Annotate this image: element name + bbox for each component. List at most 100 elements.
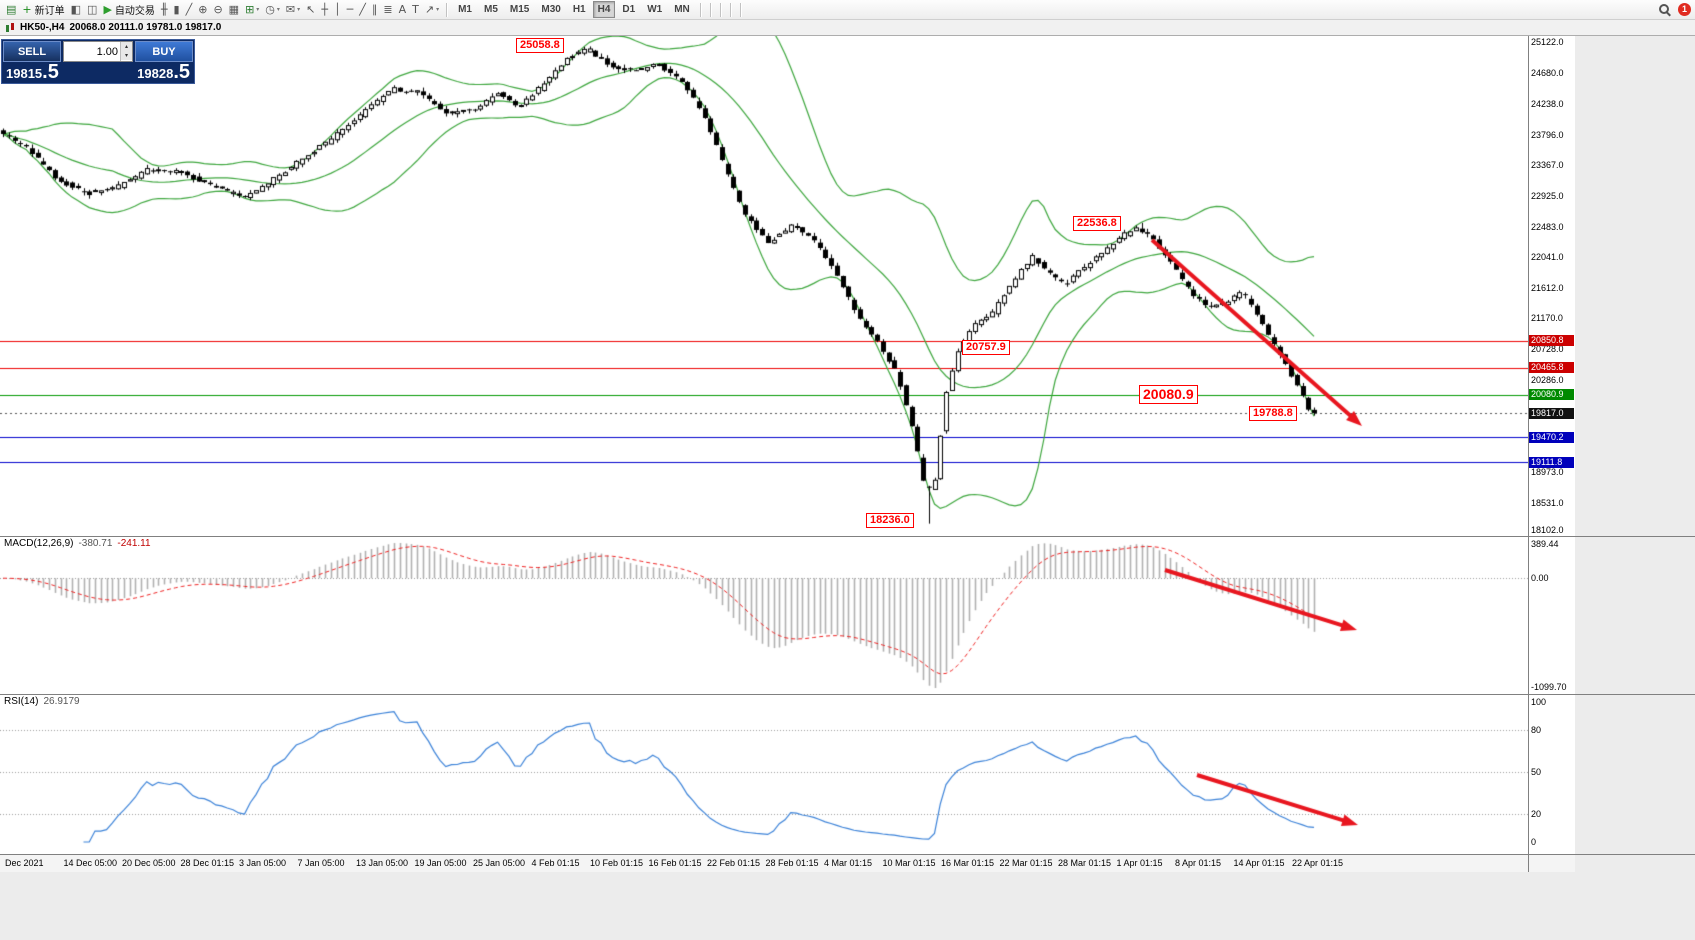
horizontal-line-icon[interactable]: ─ bbox=[345, 2, 356, 17]
metaeditor-icon-glyph: ◧ bbox=[70, 3, 82, 16]
notification-badge[interactable]: 1 bbox=[1678, 3, 1691, 16]
macd-scale-zero: 0.00 bbox=[1531, 573, 1549, 584]
buy-button[interactable]: BUY bbox=[135, 41, 193, 62]
rsi-scale-label: 100 bbox=[1531, 697, 1547, 707]
text-tool-icon[interactable]: A bbox=[397, 2, 409, 17]
rsi-chart[interactable] bbox=[0, 695, 1528, 854]
templates-icon[interactable]: ✉ ▾ bbox=[284, 2, 302, 17]
time-axis-label: 20 Dec 05:00 bbox=[122, 858, 176, 868]
timeframe-button-w1[interactable]: W1 bbox=[647, 4, 663, 15]
macd-axis[interactable]: 389.44 0.00 -1099.70 bbox=[1528, 537, 1575, 694]
axis-tick-label: 24680.0 bbox=[1531, 67, 1564, 78]
toolbar-separator bbox=[699, 2, 702, 17]
search-icon[interactable] bbox=[1658, 3, 1671, 17]
autotrading-button-glyph: ▶ bbox=[103, 3, 112, 16]
price-annotation[interactable]: 25058.8 bbox=[516, 38, 564, 53]
chart-ohlc-values: 20068.0 20111.0 19781.0 19817.0 bbox=[69, 22, 222, 33]
toolbar: ▤ + 新订单 ◧ ◫ ▶ 自动交易 ╫ ▮ ╱ ⊕ ⊖ ▦ ⊞ ▾ ◷ ▾ ✉ ▾ ↖ ┼ │ ─ ╱ ∥ ≣ A T ↗ ▾ M1 M5 M… bbox=[0, 0, 1695, 20]
axis-price-tag: 19470.2 bbox=[1529, 431, 1574, 443]
timeframe-button-m15[interactable]: M15 bbox=[509, 4, 530, 15]
candlestick-chart[interactable] bbox=[0, 36, 1528, 536]
volume-input[interactable] bbox=[64, 42, 120, 61]
time-axis-label: 3 Jan 05:00 bbox=[239, 858, 287, 868]
volume-up-button[interactable]: ▴ bbox=[121, 42, 132, 51]
crosshair-icon[interactable]: ┼ bbox=[319, 2, 330, 17]
time-axis-label: 10 Mar 01:15 bbox=[882, 858, 936, 868]
fibonacci-icon[interactable]: ≣ bbox=[381, 2, 394, 17]
label-tool-icon[interactable]: T bbox=[410, 2, 421, 17]
new-chart-icon[interactable]: ▤ bbox=[4, 2, 18, 17]
macd-chart[interactable] bbox=[0, 537, 1528, 694]
rsi-axis[interactable]: 100 80 50 20 0 bbox=[1528, 695, 1575, 854]
timeframe-button-m5[interactable]: M5 bbox=[484, 4, 498, 15]
price-annotation[interactable]: 20080.9 bbox=[1139, 385, 1198, 404]
trendline-icon[interactable]: ╱ bbox=[357, 2, 368, 17]
fibonacci-icon-glyph: ≣ bbox=[383, 3, 393, 16]
zoom-in-icon-glyph: ⊕ bbox=[198, 3, 208, 16]
time-axis-row: Dec 2021 14 Dec 05:00 20 Dec 05:00 28 Dec 0… bbox=[0, 854, 1695, 872]
periods-icon[interactable]: ◷ ▾ bbox=[263, 2, 282, 17]
time-axis-label: 22 Mar 01:15 bbox=[999, 858, 1053, 868]
timeframe-button-d1[interactable]: D1 bbox=[622, 4, 636, 15]
zoom-out-icon[interactable]: ⊖ bbox=[211, 2, 224, 17]
new-chart-icon-glyph: ▤ bbox=[6, 3, 17, 16]
vertical-line-icon[interactable]: │ bbox=[332, 2, 343, 17]
templates-icon-caret: ▾ bbox=[297, 6, 301, 13]
tile-windows-icon[interactable]: ▦ bbox=[227, 2, 241, 17]
macd-panel: MACD(12,26,9) -380.71 -241.11 389.44 0.00 … bbox=[0, 536, 1695, 694]
price-annotation[interactable]: 20757.9 bbox=[962, 340, 1010, 355]
price-axis-main[interactable]: 25122.0 24680.0 24238.0 23796.0 23367.0 22925… bbox=[1528, 36, 1575, 536]
periods-icon-glyph: ◷ bbox=[265, 3, 275, 16]
time-axis-label: 16 Feb 01:15 bbox=[648, 858, 702, 868]
axis-price-tag: 19817.0 bbox=[1529, 407, 1574, 419]
buy-price-main: 19828 bbox=[137, 66, 174, 81]
cursor-icon[interactable]: ↖ bbox=[304, 2, 317, 17]
macd-name: MACD(12,26,9) bbox=[4, 538, 74, 549]
rsi-name: RSI(14) bbox=[4, 696, 39, 707]
candlestick-icon[interactable]: ▮ bbox=[172, 2, 182, 17]
equidistant-channel-icon[interactable]: ∥ bbox=[370, 2, 380, 17]
time-axis-label: 1 Apr 01:15 bbox=[1116, 858, 1163, 868]
indicators-icon[interactable]: ⊞ ▾ bbox=[243, 2, 261, 17]
sell-button[interactable]: SELL bbox=[3, 41, 61, 62]
time-axis-label: 13 Jan 05:00 bbox=[356, 858, 409, 868]
rsi-plot: RSI(14) 26.9179 bbox=[0, 695, 1528, 854]
axis-tick-label: 22041.0 bbox=[1531, 252, 1564, 263]
time-axis-label: 14 Dec 05:00 bbox=[63, 858, 118, 868]
time-axis[interactable]: Dec 2021 14 Dec 05:00 20 Dec 05:00 28 Dec 0… bbox=[0, 855, 1528, 872]
search-icon-handle bbox=[1666, 11, 1671, 17]
zoom-in-icon[interactable]: ⊕ bbox=[196, 2, 209, 17]
axis-price-tag: 20465.8 bbox=[1529, 362, 1574, 374]
timeframe-button-mn[interactable]: MN bbox=[674, 4, 690, 15]
timeframe-button-h4[interactable]: H4 bbox=[592, 1, 616, 18]
workspace-filler-time bbox=[1575, 855, 1695, 872]
search-icon-circle bbox=[1659, 4, 1669, 14]
chart-windows-icon[interactable]: ◫ bbox=[85, 2, 99, 17]
timeframe-button-m30[interactable]: M30 bbox=[541, 4, 561, 15]
new-order-button-label: 新订单 bbox=[34, 6, 65, 17]
volume-down-button[interactable]: ▾ bbox=[121, 51, 132, 60]
price-annotation[interactable]: 22536.8 bbox=[1073, 216, 1121, 231]
autotrading-button[interactable]: ▶ 自动交易 bbox=[101, 2, 156, 17]
sell-price-big-digit: .5 bbox=[42, 61, 59, 83]
bar-chart-icon[interactable]: ╫ bbox=[159, 2, 170, 17]
time-axis-label: 19 Jan 05:00 bbox=[414, 858, 467, 868]
rsi-scale-label: 20 bbox=[1531, 809, 1542, 819]
label-tool-icon-glyph: T bbox=[412, 3, 419, 16]
new-order-button[interactable]: + 新订单 bbox=[20, 2, 66, 17]
metaeditor-icon[interactable]: ◧ bbox=[69, 2, 83, 17]
window-bottom-filler bbox=[0, 872, 1695, 940]
rsi-scale-label: 80 bbox=[1531, 725, 1542, 735]
axis-tick-label: 25122.0 bbox=[1531, 37, 1564, 47]
axis-price-tag: 19111.8 bbox=[1529, 456, 1574, 468]
timeframe-button-h1[interactable]: H1 bbox=[572, 4, 586, 15]
price-annotation[interactable]: 19788.8 bbox=[1249, 406, 1297, 421]
chart-windows-icon-glyph: ◫ bbox=[87, 3, 98, 16]
line-chart-icon[interactable]: ╱ bbox=[184, 2, 195, 17]
timeframe-button-m1[interactable]: M1 bbox=[458, 4, 472, 15]
arrows-tool-icon[interactable]: ↗ ▾ bbox=[423, 2, 441, 17]
templates-icon-glyph: ✉ bbox=[285, 3, 296, 16]
price-annotation[interactable]: 18236.0 bbox=[866, 513, 914, 528]
macd-signal-value: -241.11 bbox=[117, 538, 151, 549]
toolbar-separator bbox=[446, 2, 449, 17]
